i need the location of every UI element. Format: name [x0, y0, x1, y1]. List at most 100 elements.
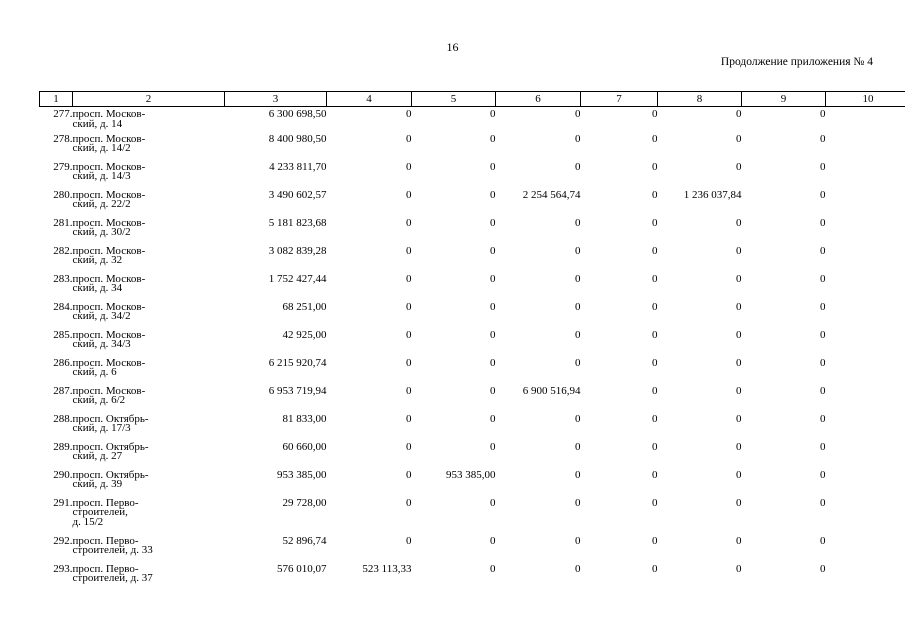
value-cell-c7: 0: [652, 108, 658, 120]
address-line: просп. Москов-: [72, 328, 146, 341]
value-cell-c7: 0: [652, 300, 658, 313]
address-line: просп. Москов-: [72, 160, 146, 173]
value-cell-c7: 0: [652, 534, 658, 547]
value-cell-c10: 0: [826, 331, 905, 359]
row-number: 284.: [53, 300, 73, 313]
value-cell-c7: 0: [652, 412, 658, 425]
address-line: ский, д. 30/2: [72, 226, 131, 238]
value-cell-c7: 0: [652, 244, 658, 257]
value-cell-c5: 0: [490, 440, 496, 453]
address-cell: просп. Москов-ский, д. 6: [73, 357, 225, 387]
value-cell-c5: 0: [490, 216, 496, 229]
column-header: 10: [825, 91, 905, 107]
value-cell-c10: 0: [826, 219, 905, 247]
value-cell-c4: 0: [406, 356, 412, 369]
value-cell-c5: 0: [490, 188, 496, 201]
row-number: 293.: [53, 562, 73, 575]
value-cell-c4: 0: [406, 272, 412, 285]
value-cell-c8: 0: [736, 300, 742, 313]
table-row: 287. просп. Москов-ский, д. 6/2 6 953 719,…: [40, 384, 905, 415]
row-number: 290.: [53, 468, 73, 481]
row-number: 288.: [53, 412, 73, 425]
value-cell-c6: 0: [575, 496, 581, 509]
address-cell: просп. Перво-строителей, д. 37: [72, 563, 225, 593]
column-header: 8: [657, 91, 742, 107]
row-number: 287.: [53, 384, 73, 397]
value-cell-c10: 0: [826, 359, 905, 387]
value-cell-c8: 0: [736, 216, 742, 229]
value-cell-c4: 0: [406, 188, 412, 201]
address-line: просп. Москов-: [72, 132, 146, 145]
column-header: 4: [326, 91, 412, 107]
address-line: ский, д. 14/3: [72, 170, 131, 182]
address-line: просп. Москов-: [72, 108, 146, 120]
value-cell-c7: 0: [652, 132, 658, 145]
column-header: 9: [741, 91, 826, 107]
address-line: строителей, д. 33: [72, 544, 153, 556]
value-cell-c4: 0: [406, 300, 412, 313]
value-cell-c3: 4 233 811,70: [269, 160, 327, 173]
value-cell-c6: 0: [575, 328, 581, 341]
value-cell-c4: 0: [406, 384, 412, 397]
value-cell-c7: 0: [652, 496, 658, 509]
value-cell-c3: 3 082 839,28: [268, 244, 327, 257]
value-cell-c8: 0: [736, 356, 742, 369]
value-cell-c4: 0: [406, 216, 412, 229]
table-row: 290. просп. Октябрь-ский, д. 39 953 385,00…: [40, 468, 905, 499]
header-row: 1 2 3 4 5 6 7 8 9 10: [39, 91, 905, 107]
value-cell-c8: 0: [736, 562, 742, 575]
continuation-label: Продолжение приложения № 4: [720, 56, 873, 68]
address-line: ский, д. 32: [72, 254, 123, 266]
value-cell-c5: 0: [490, 496, 496, 509]
row-number: 291.: [53, 496, 73, 509]
value-cell-c6: 0: [575, 272, 581, 285]
value-cell-c6: 0: [575, 160, 581, 173]
value-cell-c7: 0: [652, 468, 658, 481]
value-cell-c9: 0: [820, 300, 826, 313]
value-cell-c4: 0: [406, 244, 412, 257]
address-line: ский, д. 34: [72, 282, 123, 294]
value-cell-c5: 0: [490, 328, 496, 341]
value-cell-c9: 0: [820, 440, 826, 453]
value-cell-c9: 0: [820, 384, 826, 397]
address-line: ский, д. 22/2: [72, 198, 131, 210]
value-cell-c4: 0: [406, 108, 412, 120]
address-line: д. 15/2: [72, 515, 104, 528]
value-cell-c6: 2 254 564,74: [522, 188, 581, 201]
value-cell-c10: 0: [826, 415, 905, 443]
value-cell-c3: 42 925,00: [282, 328, 327, 341]
value-cell-c3: 29 728,00: [282, 496, 327, 509]
value-cell-c8: 0: [736, 496, 742, 509]
address-cell: просп. Октябрь-ский, д. 39: [73, 469, 225, 499]
column-header: 3: [224, 91, 327, 107]
value-cell-c4: 0: [406, 160, 412, 173]
value-cell-c6: 0: [575, 108, 581, 120]
value-cell-c8: 0: [736, 412, 742, 425]
value-cell-c9: 0: [820, 356, 826, 369]
table-row: 292. просп. Перво-строителей, д. 33 52 896…: [40, 534, 905, 565]
value-cell-c8: 0: [736, 468, 742, 481]
value-cell-c5: 0: [490, 356, 496, 369]
value-cell-c5: 0: [490, 562, 496, 575]
address-line: просп. Москов-: [72, 384, 146, 397]
value-cell-c7: 0: [652, 160, 658, 173]
table-row: 289. просп. Октябрь-ский, д. 27 60 660,00 0…: [40, 440, 905, 471]
value-cell-c9: 0: [820, 216, 826, 229]
table-row: 281. просп. Москов-ский, д. 30/2 5 181 823…: [40, 216, 905, 247]
address-cell: просп. Москов-ский, д. 14: [73, 107, 225, 135]
value-cell-c10: 0: [826, 387, 905, 415]
address-cell: просп. Октябрь-ский, д. 17/3: [73, 413, 225, 443]
value-cell-c4: 523 113,33: [362, 562, 412, 575]
value-cell-c7: 0: [652, 562, 658, 575]
address-line: просп. Перво-: [72, 534, 139, 547]
row-number: 277.: [53, 108, 73, 120]
table-row: 282. просп. Москов-ский, д. 32 3 082 839,2…: [40, 244, 905, 275]
value-cell-c5: 0: [490, 534, 496, 547]
address-cell: просп. Перво-строителей, д. 15/2: [72, 497, 225, 537]
row-number: 289.: [53, 440, 73, 453]
address-line: строителей, д. 37: [72, 572, 153, 584]
value-cell-c3: 1 752 427,44: [268, 272, 327, 285]
value-cell-c8: 0: [736, 272, 742, 285]
table-row: 288. просп. Октябрь-ский, д. 17/3 81 833,0…: [40, 412, 905, 443]
value-cell-c8: 0: [736, 440, 742, 453]
